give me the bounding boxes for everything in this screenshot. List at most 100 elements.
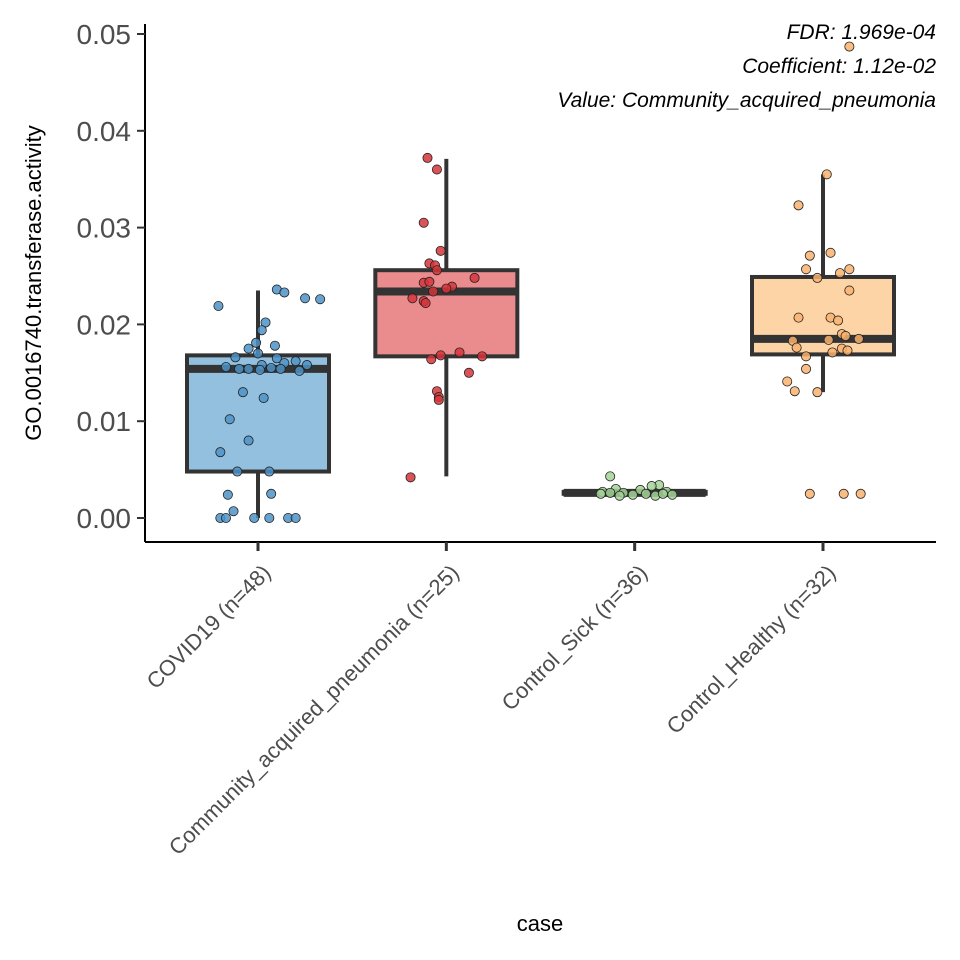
data-point [853, 333, 864, 344]
data-point [251, 337, 262, 348]
data-point [844, 285, 855, 296]
data-point [793, 312, 804, 323]
data-point [264, 466, 275, 477]
data-point [463, 367, 474, 378]
data-point [821, 169, 832, 180]
y-tick-label: 0.00 [77, 503, 132, 534]
data-point [812, 387, 823, 398]
data-point [804, 250, 815, 261]
data-point [477, 351, 488, 362]
data-point [782, 376, 793, 387]
data-point [433, 394, 444, 405]
data-point [426, 354, 437, 365]
data-point [256, 325, 267, 336]
x-tick-label: COVID19 (n=48) [142, 560, 276, 694]
data-point [220, 513, 231, 524]
data-point [269, 340, 280, 351]
annotation-coefficient: Coefficient: 1.12e-02 [742, 55, 936, 78]
data-point [834, 268, 845, 279]
data-point [243, 343, 254, 354]
data-point [605, 471, 616, 482]
data-point [264, 513, 275, 524]
data-point [435, 350, 446, 361]
data-point [220, 361, 231, 372]
data-point [840, 331, 851, 342]
data-point [791, 342, 802, 353]
data-point [789, 386, 800, 397]
data-point [290, 513, 301, 524]
data-point [249, 513, 260, 524]
y-axis-title: GO.0016740.transferase.activity [21, 125, 46, 441]
x-tick-label: Control_Sick (n=36) [497, 560, 653, 716]
data-point [222, 489, 233, 500]
data-point [595, 488, 606, 499]
data-point [825, 247, 836, 258]
y-tick-label: 0.03 [77, 213, 132, 244]
data-point [855, 488, 866, 499]
data-point [838, 488, 849, 499]
points-layer [213, 41, 866, 524]
data-point [224, 414, 235, 425]
data-point [827, 347, 838, 358]
x-tick-label: Control_Healthy (n=32) [662, 560, 841, 739]
data-point [290, 356, 301, 367]
y-ticks: 0.00 0.01 0.02 0.03 0.04 0.05 [77, 19, 145, 534]
annotation-fdr: FDR: 1.969e-04 [787, 21, 936, 44]
box-rect [373, 268, 520, 359]
data-point [234, 363, 245, 374]
data-point [844, 41, 855, 52]
data-point [667, 489, 678, 500]
data-point [454, 347, 465, 358]
box-group [750, 174, 896, 393]
y-tick-label: 0.04 [77, 116, 132, 147]
data-point [801, 264, 812, 275]
data-point [258, 392, 269, 403]
box-rect [185, 353, 331, 474]
box-group [373, 158, 520, 477]
data-point [301, 360, 312, 371]
y-tick-label: 0.05 [77, 19, 132, 50]
data-point [823, 334, 834, 345]
data-point [213, 301, 224, 312]
data-point [228, 506, 239, 517]
data-point [431, 265, 442, 276]
data-point [243, 435, 254, 446]
data-point [266, 362, 277, 373]
data-point [812, 272, 823, 283]
data-point [842, 345, 853, 356]
box-group [185, 290, 331, 518]
data-point [252, 348, 263, 359]
data-point [469, 272, 480, 283]
data-point [271, 353, 282, 364]
data-point [279, 287, 290, 298]
data-point [230, 352, 241, 363]
data-point [428, 286, 439, 297]
data-point [420, 298, 431, 309]
data-point [441, 283, 452, 294]
data-point [422, 152, 433, 163]
boxes-layer [185, 158, 896, 518]
data-point [294, 365, 305, 376]
x-tick-label: Community_acquired_pneumonia (n=25) [164, 560, 464, 860]
data-point [243, 363, 254, 374]
x-ticks: COVID19 (n=48)Community_acquired_pneumon… [142, 542, 841, 860]
data-point [275, 363, 286, 374]
data-point [646, 481, 657, 492]
data-point [431, 164, 442, 175]
data-point [418, 217, 429, 228]
data-point [614, 490, 625, 501]
data-point [254, 364, 265, 375]
data-point [605, 487, 616, 498]
data-point [793, 200, 804, 211]
data-point [266, 488, 277, 499]
axes [144, 24, 936, 543]
data-point [801, 363, 812, 374]
data-point [424, 276, 435, 287]
data-point [640, 488, 651, 499]
data-point [657, 488, 668, 499]
data-point [407, 293, 418, 304]
data-point [435, 245, 446, 256]
annotation-value: Value: Community_acquired_pneumonia [557, 89, 936, 112]
data-point [315, 294, 326, 305]
